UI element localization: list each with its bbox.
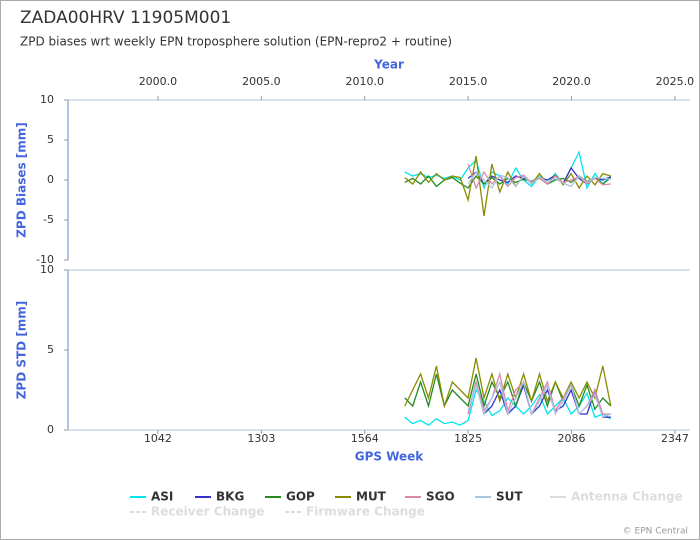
legend-label: GOP (286, 490, 315, 504)
series-line (404, 155, 611, 217)
credit: © EPN Central (623, 527, 688, 537)
series-line (467, 381, 611, 418)
x2-tick-label: 2010.0 (345, 75, 384, 88)
legend-label: MUT (356, 490, 387, 504)
legend-label: SUT (496, 490, 523, 504)
legend-label: Receiver Change (151, 505, 265, 519)
y-tick-label: 0 (47, 423, 54, 436)
chart-subtitle: ZPD biases wrt weekly EPN troposphere so… (20, 35, 452, 49)
legend-label: BKG (216, 490, 244, 504)
x2-tick-label: 2015.0 (449, 75, 488, 88)
series-line (467, 170, 611, 190)
x2-tick-label: 2020.0 (552, 75, 591, 88)
legend-label: Firmware Change (306, 505, 425, 519)
y-tick-label: 5 (47, 133, 54, 146)
series-line (467, 380, 612, 419)
y-tick-label: 5 (47, 343, 54, 356)
legend-label: SGO (426, 490, 455, 504)
legend-label: ASI (151, 490, 173, 504)
x-tick-label: 1042 (144, 432, 172, 445)
y-axis-label: ZPD STD [mm] (15, 301, 29, 400)
x2-tick-label: 2005.0 (242, 75, 281, 88)
series-line (404, 388, 612, 426)
x-tick-label: 2347 (661, 432, 689, 445)
x-axis-label: GPS Week (355, 450, 425, 464)
y-tick-label: -5 (43, 213, 54, 226)
y-tick-label: 10 (40, 93, 54, 106)
x-tick-label: 1303 (247, 432, 275, 445)
x2-tick-label: 2025.0 (656, 75, 695, 88)
series-line (467, 163, 611, 190)
y-tick-label: 10 (40, 263, 54, 276)
x-tick-label: 1825 (454, 432, 482, 445)
x-tick-label: 1564 (351, 432, 379, 445)
y-tick-label: -10 (36, 253, 54, 266)
legend-label: Antenna Change (571, 490, 683, 504)
series-line (404, 357, 612, 409)
x-tick-label: 2086 (558, 432, 586, 445)
y-tick-label: 0 (47, 173, 54, 186)
y-axis-label: ZPD Biases [mm] (15, 122, 29, 238)
chart-title: ZADA00HRV 11905M001 (20, 8, 231, 28)
x2-axis-label: Year (373, 58, 404, 72)
x2-tick-label: 2000.0 (139, 75, 178, 88)
series-line (404, 373, 612, 411)
